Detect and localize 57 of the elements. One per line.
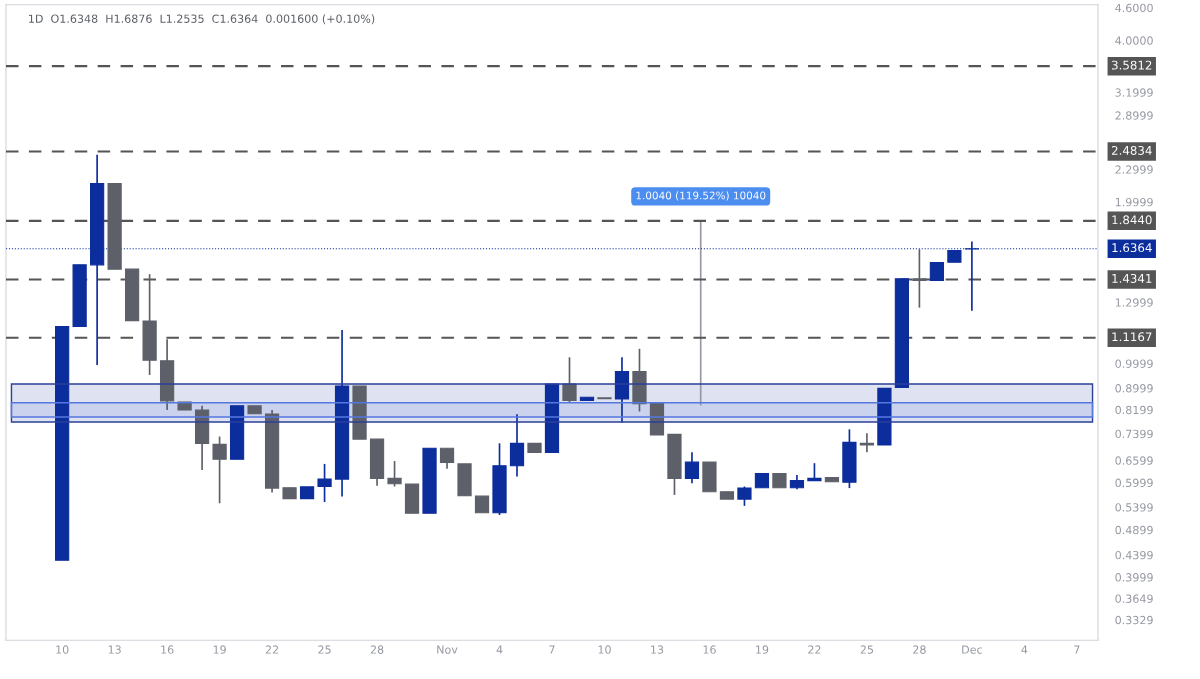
ref-line-label: 1.1167 (1112, 332, 1152, 342)
y-tick-label: 2.8999 (1115, 111, 1153, 120)
x-tick-label: 16 (703, 645, 716, 654)
y-tick-label: 0.4399 (1115, 550, 1153, 560)
x-tick-label: 7 (549, 645, 555, 654)
x-tick-label: 28 (370, 645, 384, 654)
candlestick (737, 485, 752, 507)
x-tick-label: 4 (496, 645, 503, 654)
ref-line-label: 1.4341 (1112, 273, 1152, 283)
x-tick-label: 10 (598, 645, 611, 654)
ref-line-label: 3.5812 (1112, 60, 1152, 70)
y-tick-label: 4.0000 (1115, 36, 1153, 45)
x-tick-label: 19 (213, 645, 226, 654)
candlestick (439, 447, 455, 470)
x-tick-label: 25 (860, 645, 874, 654)
candlestick (317, 463, 332, 503)
y-tick-label: 0.3999 (1115, 573, 1153, 582)
y-tick-label: 0.9999 (1115, 359, 1153, 368)
x-tick-label: 28 (913, 645, 926, 654)
x-tick-label: 16 (161, 645, 174, 654)
annotation: 1.0040 (119.52%) 10040 (636, 191, 766, 201)
ref-line-label: 2.4834 (1111, 145, 1152, 155)
y-tick-label: 0.4899 (1115, 525, 1153, 535)
x-tick-label: Dec (962, 645, 982, 654)
candlestick (562, 356, 577, 404)
y-tick-label: 3.1999 (1115, 88, 1153, 97)
y-tick-label: 4.6000 (1115, 3, 1153, 13)
y-tick-label: 0.3329 (1115, 615, 1153, 625)
candlestick (387, 460, 402, 488)
y-tick-label: 0.5999 (1115, 478, 1153, 487)
y-tick-label: 0.8999 (1115, 384, 1153, 393)
candlestick (912, 248, 927, 309)
x-tick-label: 7 (1074, 645, 1080, 654)
ref-line-label: 1.6364 (1112, 243, 1152, 253)
y-tick-label: 0.5399 (1115, 503, 1153, 512)
y-tick-label: 1.9999 (1115, 197, 1153, 207)
x-tick-label: 19 (756, 645, 769, 654)
y-tick-label: 1.2999 (1115, 298, 1153, 307)
text: 1D O1.6348 H1.6876 L1.2535 C1.6364 0.001600 (+0.10%) (29, 14, 375, 25)
candlestick (859, 432, 875, 454)
x-tick-label: 22 (808, 645, 821, 654)
candlestick (212, 435, 227, 505)
x-tick-label: 22 (265, 645, 279, 654)
y-tick-label: 0.6599 (1115, 456, 1153, 465)
x-tick-label: 10 (56, 645, 69, 654)
ref-line-label: 1.8440 (1112, 215, 1152, 225)
x-tick-label: 13 (651, 645, 664, 654)
y-tick-label: 0.7399 (1115, 429, 1153, 439)
x-tick-label: 13 (108, 645, 121, 654)
x-tick-label: 25 (318, 645, 331, 654)
y-tick-label: 2.2999 (1115, 165, 1153, 174)
candlestick (509, 413, 525, 478)
candlestick (684, 451, 700, 485)
x-tick-label: 4 (1021, 645, 1028, 654)
y-tick-label: 0.8199 (1115, 405, 1153, 415)
x-tick-label: Nov (437, 645, 458, 654)
y-tick-label: 0.3649 (1115, 594, 1153, 603)
